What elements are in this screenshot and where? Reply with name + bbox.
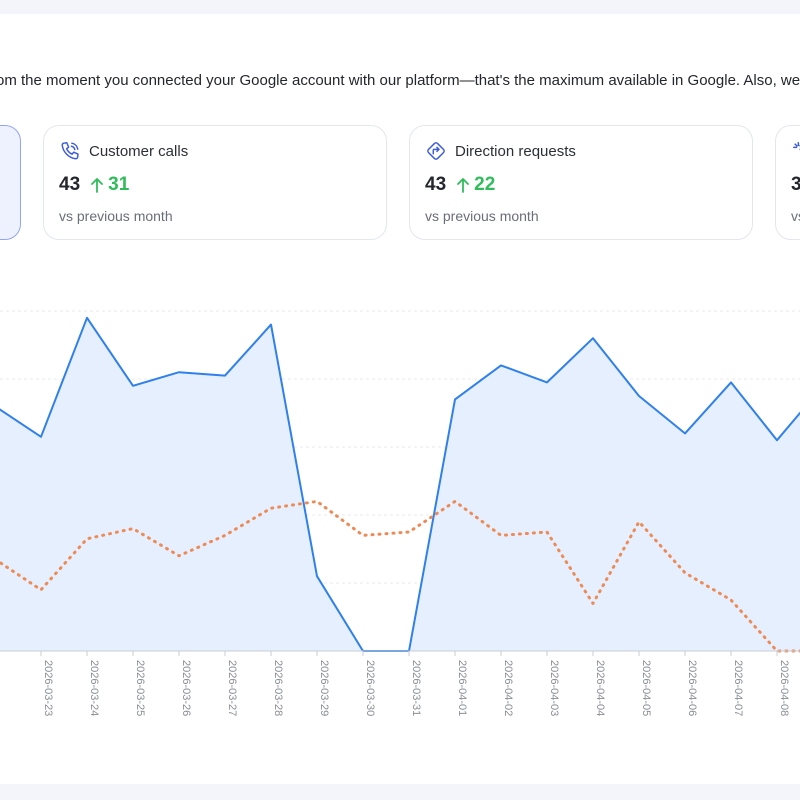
- x-tick-label: 2026-03-25: [134, 660, 146, 716]
- arrow-up-icon: [91, 178, 104, 193]
- series-b-line: [0, 499, 800, 653]
- x-tick-label: 2026-04-01: [456, 660, 468, 716]
- description-text: om the moment you connected your Google …: [0, 72, 800, 89]
- card-delta: 22: [456, 174, 495, 196]
- x-tick-label: 2026-04-03: [548, 660, 560, 716]
- metric-card-direction-requests[interactable]: Direction requests 43 22 vs previous mon…: [409, 125, 753, 240]
- card-value-row: 43 31: [59, 174, 129, 196]
- x-tick-label: 2026-04-04: [594, 660, 606, 716]
- card-value: 43: [59, 174, 81, 195]
- panel: om the moment you connected your Google …: [0, 14, 800, 784]
- card-delta: 31: [90, 174, 129, 196]
- arrow-up-icon: [457, 178, 470, 193]
- x-tick-label: 2026-04-08: [778, 660, 790, 716]
- x-tick-label: 2026-03-26: [180, 660, 192, 716]
- card-subtitle: vs previous month: [59, 208, 173, 224]
- direction-icon: [427, 142, 445, 160]
- x-tick-label: 2026-04-05: [640, 660, 652, 716]
- x-tick-label: 2026-03-24: [88, 660, 100, 716]
- card-value-row: 43 22: [425, 174, 495, 196]
- card-title: Direction requests: [455, 142, 576, 160]
- line-chart: 2026-03-23 2026-03-24 2026-03-25 2026-03-26…: [0, 310, 800, 716]
- x-tick-label: 2026-03-27: [226, 660, 238, 716]
- card-header: [791, 140, 800, 162]
- card-header: Direction requests: [425, 140, 576, 162]
- phone-icon: [61, 142, 79, 160]
- card-delta-value: 22: [474, 174, 496, 195]
- card-header: Customer calls: [59, 140, 188, 162]
- series-a-area: [0, 317, 800, 651]
- x-tick-label: 2026-03-28: [272, 660, 284, 716]
- card-title: Customer calls: [89, 142, 189, 160]
- x-tick-label: 2026-03-30: [364, 660, 376, 716]
- card-subtitle: vs: [791, 208, 800, 224]
- metric-card-website-clicks[interactable]: 3 vs: [775, 125, 800, 240]
- card-subtitle: vs previous month: [425, 208, 539, 224]
- x-tick-label: 2026-03-29: [318, 660, 330, 716]
- x-tick-label: 2026-04-02: [502, 660, 514, 716]
- metric-card-customer-calls[interactable]: Customer calls 43 31 vs previous month: [43, 125, 387, 240]
- card-value: 3: [791, 174, 800, 195]
- click-icon: [793, 142, 800, 151]
- card-value-row: 3: [791, 174, 800, 196]
- x-tick-label: 2026-04-07: [732, 660, 744, 716]
- card-value: 43: [425, 174, 447, 195]
- x-tick-label: 2026-03-23: [42, 660, 54, 716]
- x-tick-label: 2026-04-06: [686, 660, 698, 716]
- x-tick-label: 2026-03-31: [410, 660, 422, 716]
- card-delta-value: 31: [108, 174, 130, 195]
